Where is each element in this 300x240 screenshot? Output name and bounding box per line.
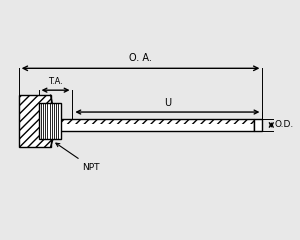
Text: O. A.: O. A. (129, 53, 152, 63)
Text: T.A.: T.A. (48, 77, 63, 86)
Bar (19, 95, 51, 147)
Text: O.D.: O.D. (274, 120, 293, 129)
Text: U: U (164, 98, 171, 108)
Bar (56, 119, 254, 131)
Bar (254, 119, 262, 131)
Bar (19, 95, 51, 147)
Bar (56, 119, 254, 124)
Text: NPT: NPT (56, 143, 100, 172)
Bar (39, 103, 61, 139)
